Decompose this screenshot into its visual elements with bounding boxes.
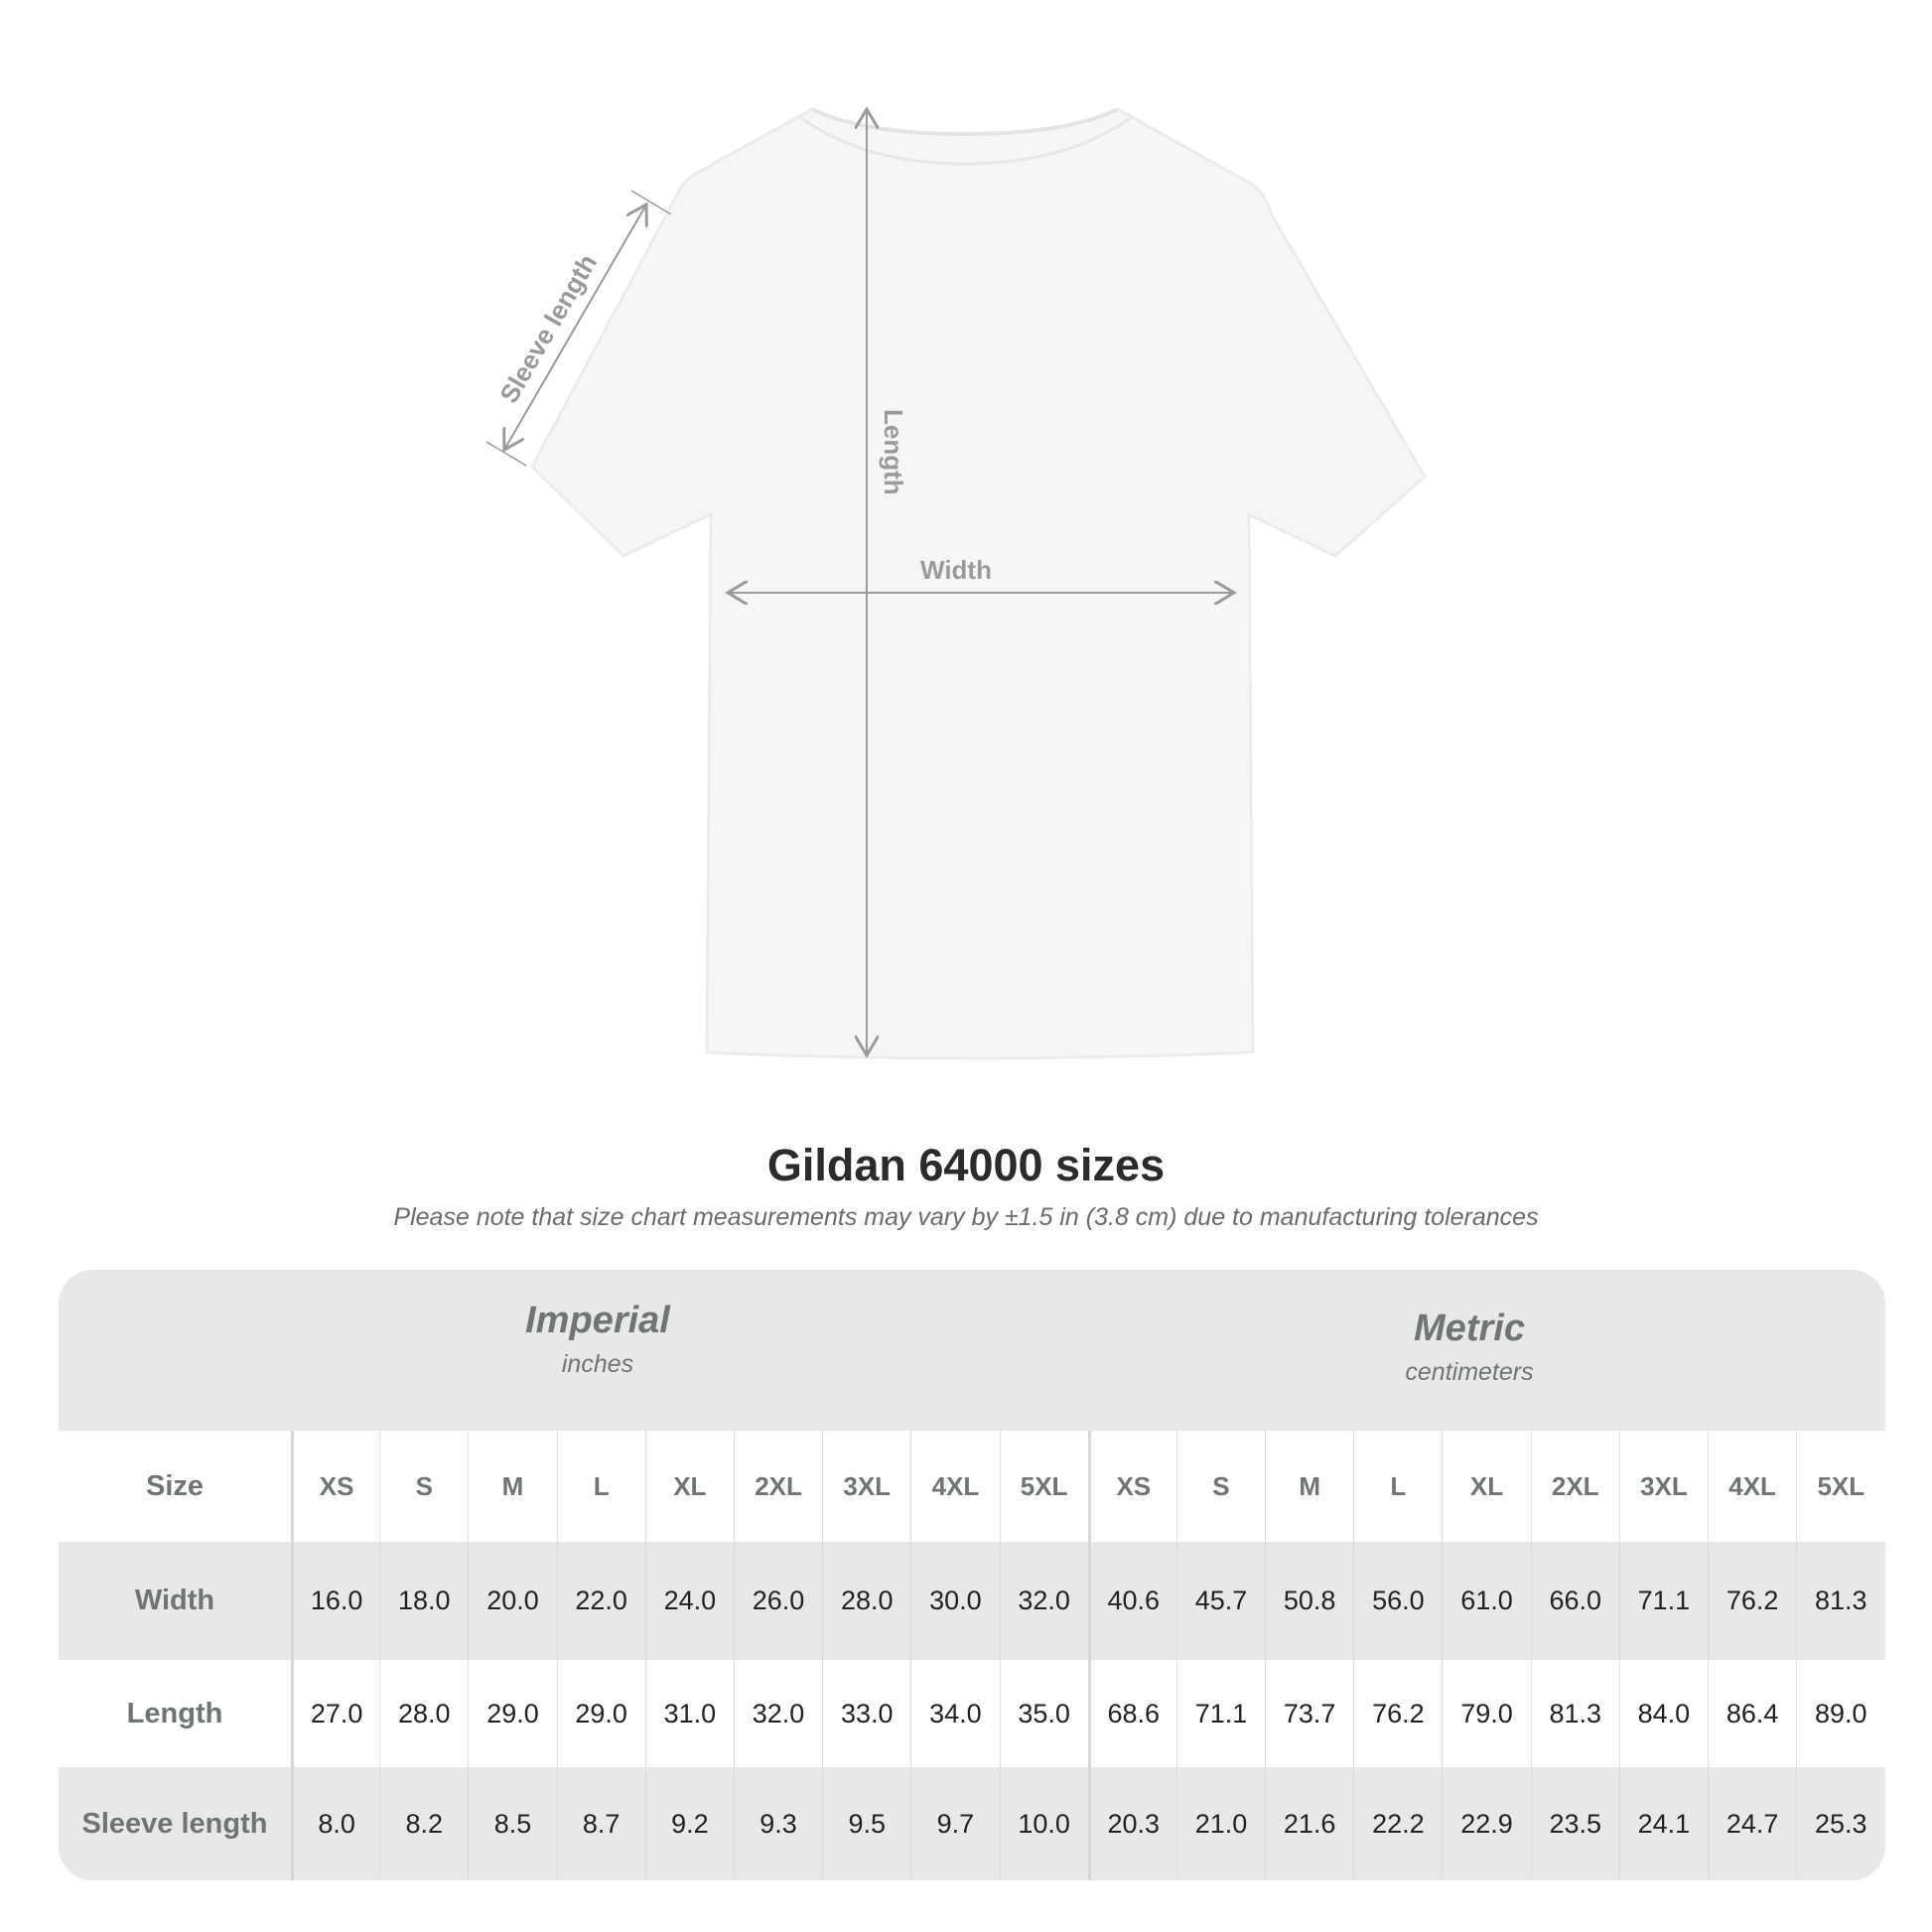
size-header-cell: 2XL (1530, 1431, 1619, 1542)
tolerance-note: Please note that size chart measurements… (393, 1203, 1539, 1231)
value-cell: 33.0 (822, 1660, 910, 1767)
value-cell: 79.0 (1442, 1660, 1530, 1767)
size-header-cell: 5XL (999, 1431, 1088, 1542)
value-cell: 81.3 (1530, 1660, 1619, 1767)
imperial-unit: inches (561, 1350, 634, 1378)
value-cell: 29.0 (556, 1660, 645, 1767)
value-cell: 84.0 (1618, 1660, 1708, 1767)
value-cell: 22.0 (556, 1542, 645, 1660)
size-header-cell: S (1175, 1431, 1265, 1542)
size-header-cell: 3XL (822, 1431, 910, 1542)
size-header-cell: XL (1442, 1431, 1530, 1542)
value-cell: 24.7 (1708, 1767, 1796, 1880)
value-cell: 45.7 (1175, 1542, 1265, 1660)
value-cell: 31.0 (644, 1660, 734, 1767)
size-header-cell: M (468, 1431, 556, 1542)
value-cell: 9.2 (644, 1767, 734, 1880)
value-cell: 20.3 (1087, 1767, 1176, 1880)
value-cell: 28.0 (379, 1660, 468, 1767)
size-header-cell: 4XL (910, 1431, 999, 1542)
value-cell: 18.0 (379, 1542, 468, 1660)
value-cell: 66.0 (1530, 1542, 1619, 1660)
value-cell: 28.0 (822, 1542, 910, 1660)
value-cell: 24.1 (1618, 1767, 1708, 1880)
width-label: Width (920, 555, 992, 585)
size-header-cell: XL (644, 1431, 734, 1542)
value-cell: 73.7 (1265, 1660, 1353, 1767)
value-cell: 21.6 (1265, 1767, 1353, 1880)
size-header-cell: L (1353, 1431, 1442, 1542)
sleeve-length-row: Sleeve length 8.0 8.2 8.5 8.7 9.2 9.3 9.5 9.7 10.… (59, 1767, 1885, 1880)
width-row: Width 16.0 18.0 20.0 22.0 24.0 26.0 28.0 30.0 32.… (59, 1542, 1885, 1660)
value-cell: 8.7 (556, 1767, 645, 1880)
row-label: Length (126, 1697, 223, 1729)
value-cell: 32.0 (999, 1542, 1088, 1660)
value-cell: 68.6 (1087, 1660, 1176, 1767)
value-cell: 22.9 (1442, 1767, 1530, 1880)
value-cell: 89.0 (1796, 1660, 1884, 1767)
value-cell: 8.2 (379, 1767, 468, 1880)
value-cell: 34.0 (910, 1660, 999, 1767)
value-cell: 10.0 (999, 1767, 1088, 1880)
value-cell: 25.3 (1796, 1767, 1884, 1880)
value-cell: 86.4 (1708, 1660, 1796, 1767)
value-cell: 22.2 (1353, 1767, 1442, 1880)
size-table: Imperial inches Metric centimeters Size … (59, 1270, 1885, 1880)
imperial-header: Imperial inches (498, 1300, 697, 1379)
chart-title: Gildan 64000 sizes (766, 1140, 1166, 1190)
row-label: Sleeve length (81, 1807, 268, 1840)
size-header-cell: 5XL (1796, 1431, 1884, 1542)
value-cell: 23.5 (1530, 1767, 1619, 1880)
value-cell: 26.0 (733, 1542, 822, 1660)
size-header-cell: XS (291, 1431, 379, 1542)
value-cell: 40.6 (1087, 1542, 1176, 1660)
value-cell: 71.1 (1175, 1660, 1265, 1767)
size-label: Size (145, 1469, 205, 1502)
size-header-cell: XS (1087, 1431, 1176, 1542)
value-cell: 24.0 (644, 1542, 734, 1660)
value-cell: 8.0 (291, 1767, 379, 1880)
value-cell: 9.3 (733, 1767, 822, 1880)
value-cell: 32.0 (733, 1660, 822, 1767)
size-header-cell: S (379, 1431, 468, 1542)
size-header-cell: M (1265, 1431, 1353, 1542)
header-band (59, 1270, 1885, 1431)
value-cell: 27.0 (291, 1660, 379, 1767)
value-cell: 35.0 (999, 1660, 1088, 1767)
value-cell: 29.0 (468, 1660, 556, 1767)
length-row: Length 27.0 28.0 29.0 29.0 31.0 32.0 33.0 34.0 35… (59, 1660, 1885, 1767)
value-cell: 56.0 (1353, 1542, 1442, 1660)
value-cell: 30.0 (910, 1542, 999, 1660)
tshirt-diagram: Sleeve length Length Width (485, 0, 1427, 1060)
metric-title: Metric (1414, 1308, 1525, 1349)
value-cell: 61.0 (1442, 1542, 1530, 1660)
value-cell: 76.2 (1353, 1660, 1442, 1767)
imperial-title: Imperial (525, 1300, 670, 1341)
size-header-cell: 2XL (733, 1431, 822, 1542)
value-cell: 9.7 (910, 1767, 999, 1880)
sleeve-arrow (504, 205, 646, 450)
row-label: Width (134, 1585, 215, 1616)
value-cell: 9.5 (822, 1767, 910, 1880)
value-cell: 71.1 (1618, 1542, 1708, 1660)
size-header-cell: 4XL (1708, 1431, 1796, 1542)
size-row: Size XS S M L XL 2XL 3XL 4XL 5XL XS S M L XL 2XL 3XL 4XL… (59, 1431, 1885, 1542)
value-cell: 21.0 (1175, 1767, 1265, 1880)
size-header-cell: L (556, 1431, 645, 1542)
metric-header: Metric centimeters (1370, 1308, 1569, 1387)
value-cell: 8.5 (468, 1767, 556, 1880)
length-label: Length (879, 409, 908, 495)
value-cell: 16.0 (291, 1542, 379, 1660)
value-cell: 50.8 (1265, 1542, 1353, 1660)
size-header-cell: 3XL (1618, 1431, 1708, 1542)
metric-unit: centimeters (1405, 1358, 1534, 1386)
value-cell: 76.2 (1708, 1542, 1796, 1660)
value-cell: 20.0 (468, 1542, 556, 1660)
value-cell: 81.3 (1796, 1542, 1884, 1660)
